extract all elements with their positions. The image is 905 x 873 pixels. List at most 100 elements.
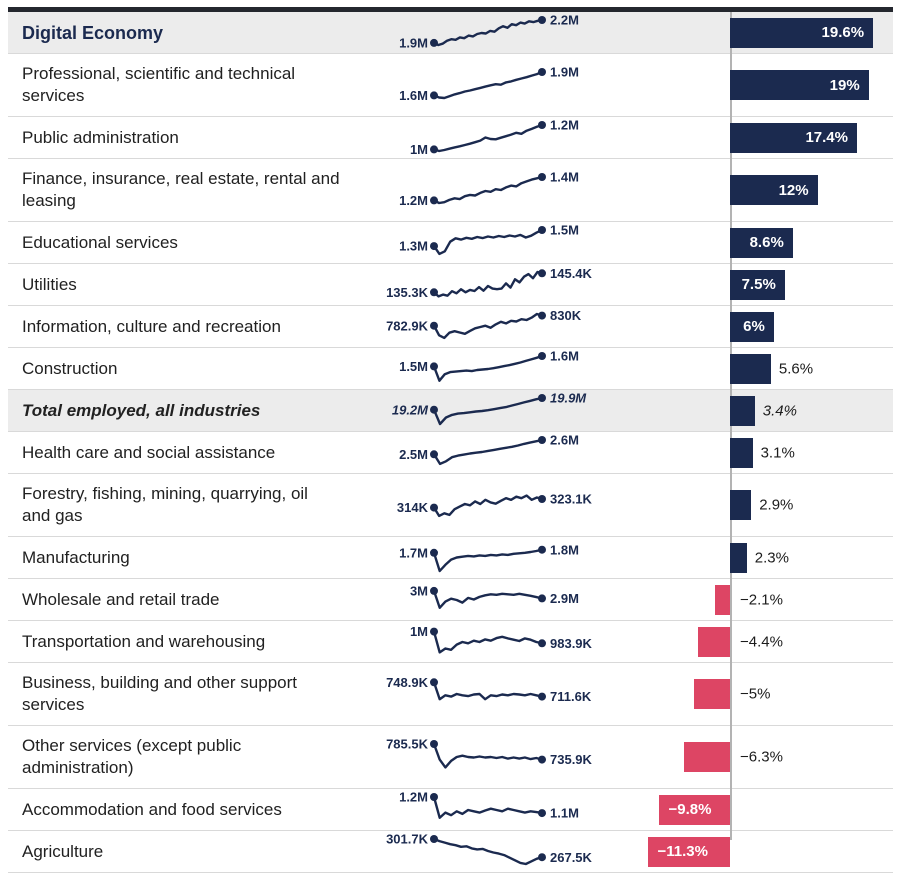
industry-row-6: Utilities 135.3K 145.4K 7.5% [8,264,893,306]
spark-start-value: 314K [397,500,429,515]
industry-label: Accommodation and food services [22,799,282,819]
industry-row-5: Educational services 1.3M 1.5M 8.6% [8,222,893,264]
spark-line [432,123,544,152]
change-percent-label: 5.6% [778,360,814,377]
spark-start-value: 3M [410,583,428,598]
spark-end-value: 1.5M [550,223,579,238]
change-percent-label: −2.1% [740,591,783,608]
industry-row-12: Manufacturing 1.7M 1.8M 2.3% [8,537,893,579]
industry-label: Transportation and warehousing [22,631,266,651]
spark-start-dot [430,38,438,47]
trend-sparkline: 301.7K 267.5K [386,832,593,865]
spark-line [432,837,544,865]
change-bar: 19% [730,70,869,100]
spark-start-dot [430,144,438,153]
change-bar [730,542,747,573]
spark-line [432,547,544,572]
spark-line [432,494,544,518]
spark-end-dot [538,638,546,647]
spark-start-dot [430,321,438,330]
change-bar-cell: 3.4% [645,390,893,431]
spark-start-dot [430,503,438,512]
spark-end-value: 1.8M [550,542,579,557]
industry-label: Agriculture [22,841,104,861]
change-percent-label: 3.1% [760,444,795,461]
spark-line [432,270,544,298]
spark-start-value: 782.9K [386,318,429,333]
change-bar-cell: 8.6% [645,222,893,263]
industry-label: Utilities [22,274,77,294]
change-bar-cell: 17.4% [645,117,893,158]
change-bar-cell: −2.1% [645,579,893,620]
spark-start-value: 19.2M [392,402,429,417]
spark-line [432,438,544,465]
spark-end-dot [538,68,546,76]
spark-end-value: 830K [550,308,582,323]
spark-start-value: 1.2M [399,193,428,208]
spark-start-dot [430,361,438,370]
industry-row-4: Finance, insurance, real estate, rental … [8,159,893,222]
spark-end-value: 19.9M [550,391,587,406]
spark-start-value: 1.2M [399,790,428,805]
spark-line [432,589,544,609]
spark-end-dot [538,173,546,181]
industry-label: Forestry, fishing, mining, quarrying, oi… [22,484,308,525]
spark-line [432,312,544,339]
trend-sparkline: 1.9M 2.2M [399,13,579,51]
zero-axis-line [730,12,732,840]
spark-end-dot [538,495,546,503]
spark-start-value: 785.5K [386,737,429,752]
trend-sparkline: 1M 1.2M [410,118,579,157]
trend-sparkline: 1.7M 1.8M [399,542,579,572]
change-bar: −11.3% [647,836,730,867]
spark-start-dot [430,91,438,100]
spark-end-dot [538,593,546,602]
spark-end-dot [538,225,546,234]
industry-label: Construction [22,358,118,378]
spark-end-value: 1.2M [550,118,579,133]
change-percent-label: 8.6% [749,234,784,251]
change-percent-label: 12% [778,181,809,199]
spark-start-dot [430,449,438,458]
change-bar: 7.5% [730,269,785,300]
spark-start-value: 135.3K [386,284,429,299]
spark-start-dot [430,287,438,296]
spark-start-value: 1.7M [399,545,428,560]
industry-row-8: Construction 1.5M 1.6M 5.6% [8,348,893,390]
trend-sparkline: 1.5M 1.6M [399,349,579,382]
spark-end-value: 145.4K [550,265,593,280]
spark-line [432,18,544,46]
spark-end-value: 1.6M [550,349,579,364]
spark-start-value: 1.3M [399,238,428,253]
trend-sparkline: 1M 983.9K [410,624,593,654]
spark-end-dot [538,393,546,402]
change-bar-cell: −6.3% [645,726,893,788]
change-bar: −9.8% [658,794,730,825]
industry-label: Finance, insurance, real estate, rental … [22,169,340,210]
spark-end-value: 2.6M [550,433,579,448]
trend-sparkline: 3M 2.9M [410,583,579,609]
spark-line [432,228,544,255]
spark-end-value: 323.1K [550,492,593,507]
change-bar-cell: −4.4% [645,621,893,662]
spark-start-value: 1.5M [399,359,428,374]
spark-start-dot [430,740,438,748]
change-bar-cell: −9.8% [645,789,893,830]
spark-end-dot [538,545,546,554]
change-bar: 17.4% [730,122,857,153]
spark-end-value: 267.5K [550,849,593,864]
spark-end-dot [538,755,546,764]
trend-sparkline: 2.5M 2.6M [399,433,579,465]
change-bar-cell: 2.3% [645,537,893,578]
change-percent-label: 19.6% [821,24,865,41]
trend-sparkline: 135.3K 145.4K [386,265,593,299]
spark-end-value: 1.4M [550,170,579,185]
industry-label: Manufacturing [22,547,130,567]
change-bar-cell: 19% [645,54,893,116]
trend-sparkline: 1.6M 1.9M [399,65,579,103]
spark-line [432,354,544,382]
spark-end-value: 711.6K [550,689,592,704]
industry-row-13: Wholesale and retail trade 3M 2.9M −2.1% [8,579,893,621]
spark-end-dot [538,311,546,320]
change-bar: 19.6% [730,17,874,48]
